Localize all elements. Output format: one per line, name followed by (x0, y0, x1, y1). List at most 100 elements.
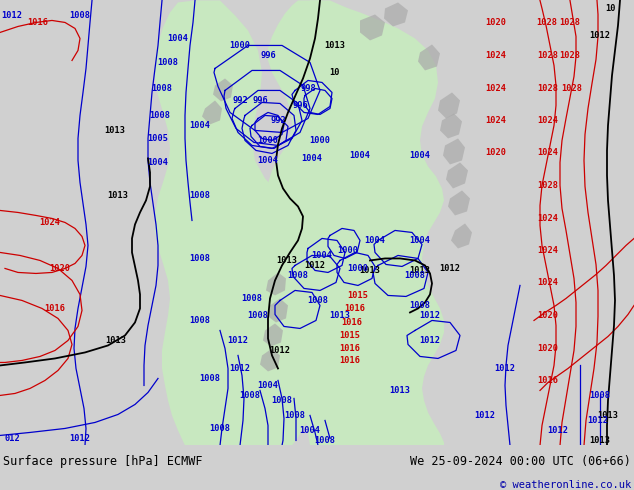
Text: 1016: 1016 (44, 304, 65, 313)
Text: 1008: 1008 (287, 271, 309, 280)
Text: 1012: 1012 (439, 264, 460, 273)
Text: 1012: 1012 (420, 336, 441, 345)
Text: 1024: 1024 (538, 148, 559, 157)
Text: 1008: 1008 (285, 411, 306, 420)
Text: 1008: 1008 (152, 84, 172, 93)
Text: 1008: 1008 (404, 271, 425, 280)
Text: 1008: 1008 (209, 424, 231, 433)
Text: 1013: 1013 (108, 191, 129, 200)
Text: 992: 992 (270, 116, 286, 125)
Text: 1013: 1013 (105, 126, 126, 135)
Text: 1004: 1004 (299, 426, 321, 435)
Text: 1028: 1028 (559, 51, 581, 60)
Text: 1015: 1015 (347, 291, 368, 300)
Text: 1012: 1012 (495, 364, 515, 373)
Text: 1012: 1012 (269, 346, 290, 355)
Text: 1013: 1013 (590, 436, 611, 445)
Text: 1028: 1028 (538, 84, 559, 93)
Text: 1015: 1015 (339, 331, 361, 340)
Text: 1004: 1004 (167, 34, 188, 43)
Text: 1016: 1016 (27, 18, 48, 27)
Text: 1008: 1008 (157, 58, 179, 67)
Text: 1012: 1012 (1, 11, 22, 20)
Text: 1012: 1012 (474, 411, 496, 420)
Polygon shape (418, 45, 440, 71)
Text: 1004: 1004 (257, 156, 278, 165)
Text: 1028: 1028 (562, 84, 583, 93)
Text: 1000: 1000 (257, 136, 278, 145)
Polygon shape (202, 100, 222, 124)
Text: 1013: 1013 (597, 411, 619, 420)
Text: 1013: 1013 (410, 266, 430, 275)
Text: 1000: 1000 (309, 136, 330, 145)
Text: 1016: 1016 (538, 376, 559, 385)
Polygon shape (268, 298, 288, 322)
Text: 1004: 1004 (410, 151, 430, 160)
Text: © weatheronline.co.uk: © weatheronline.co.uk (500, 480, 631, 490)
Polygon shape (451, 223, 472, 248)
Text: 1028: 1028 (536, 18, 557, 27)
Text: 1004: 1004 (302, 154, 323, 163)
Text: 1013: 1013 (359, 266, 380, 275)
Polygon shape (440, 114, 462, 139)
Polygon shape (360, 14, 385, 41)
Text: 1008: 1008 (240, 391, 261, 400)
Polygon shape (384, 2, 408, 26)
Text: 10: 10 (605, 4, 615, 13)
Polygon shape (155, 0, 312, 445)
Text: 1024: 1024 (486, 51, 507, 60)
Text: 1028: 1028 (538, 181, 559, 190)
Text: 1016: 1016 (342, 318, 363, 327)
Text: 1016: 1016 (339, 344, 361, 353)
Text: 1016: 1016 (344, 304, 365, 313)
Text: 1004: 1004 (410, 236, 430, 245)
Text: 1024: 1024 (486, 84, 507, 93)
Text: 996: 996 (260, 51, 276, 60)
Text: 1024: 1024 (538, 246, 559, 255)
Text: 1008: 1008 (150, 111, 171, 120)
Text: 1000: 1000 (347, 264, 368, 273)
Text: 1004: 1004 (365, 236, 385, 245)
Text: We 25-09-2024 00:00 UTC (06+66): We 25-09-2024 00:00 UTC (06+66) (410, 455, 631, 468)
Text: 1028: 1028 (559, 18, 581, 27)
Text: 1020: 1020 (486, 18, 507, 27)
Text: 1005: 1005 (148, 134, 169, 143)
Text: 1013: 1013 (330, 311, 351, 320)
Polygon shape (260, 348, 280, 371)
Text: 1012: 1012 (590, 31, 611, 40)
Text: 996: 996 (252, 96, 268, 105)
Text: 1012: 1012 (228, 336, 249, 345)
Text: 1020: 1020 (486, 148, 507, 157)
Text: 1024: 1024 (538, 278, 559, 287)
Polygon shape (443, 139, 465, 165)
Text: 1008: 1008 (314, 436, 335, 445)
Text: 1008: 1008 (590, 391, 611, 400)
Text: 1008: 1008 (242, 294, 262, 303)
Text: 1012: 1012 (70, 434, 91, 443)
Text: 1013: 1013 (276, 256, 297, 265)
Text: 1028: 1028 (538, 51, 559, 60)
Text: 1004: 1004 (190, 121, 210, 130)
Text: 1008: 1008 (190, 316, 210, 325)
Text: 1008: 1008 (190, 254, 210, 263)
Text: 1008: 1008 (190, 191, 210, 200)
Text: 1020: 1020 (49, 264, 70, 273)
Text: 1012: 1012 (304, 261, 325, 270)
Text: 1004: 1004 (257, 381, 278, 390)
Polygon shape (438, 93, 460, 119)
Text: 1013: 1013 (389, 386, 410, 395)
Text: 1012: 1012 (230, 364, 250, 373)
Polygon shape (448, 191, 470, 216)
Text: 10: 10 (330, 68, 340, 77)
Text: 1016: 1016 (339, 356, 361, 365)
Text: 1012: 1012 (548, 426, 569, 435)
Text: 1008: 1008 (70, 11, 91, 20)
Text: 1012: 1012 (588, 416, 609, 425)
Text: 1000: 1000 (230, 41, 250, 50)
Text: 1024: 1024 (39, 218, 60, 227)
Text: 1020: 1020 (538, 311, 559, 320)
Polygon shape (308, 0, 365, 60)
Polygon shape (213, 78, 233, 101)
Polygon shape (446, 163, 468, 189)
Polygon shape (266, 0, 444, 445)
